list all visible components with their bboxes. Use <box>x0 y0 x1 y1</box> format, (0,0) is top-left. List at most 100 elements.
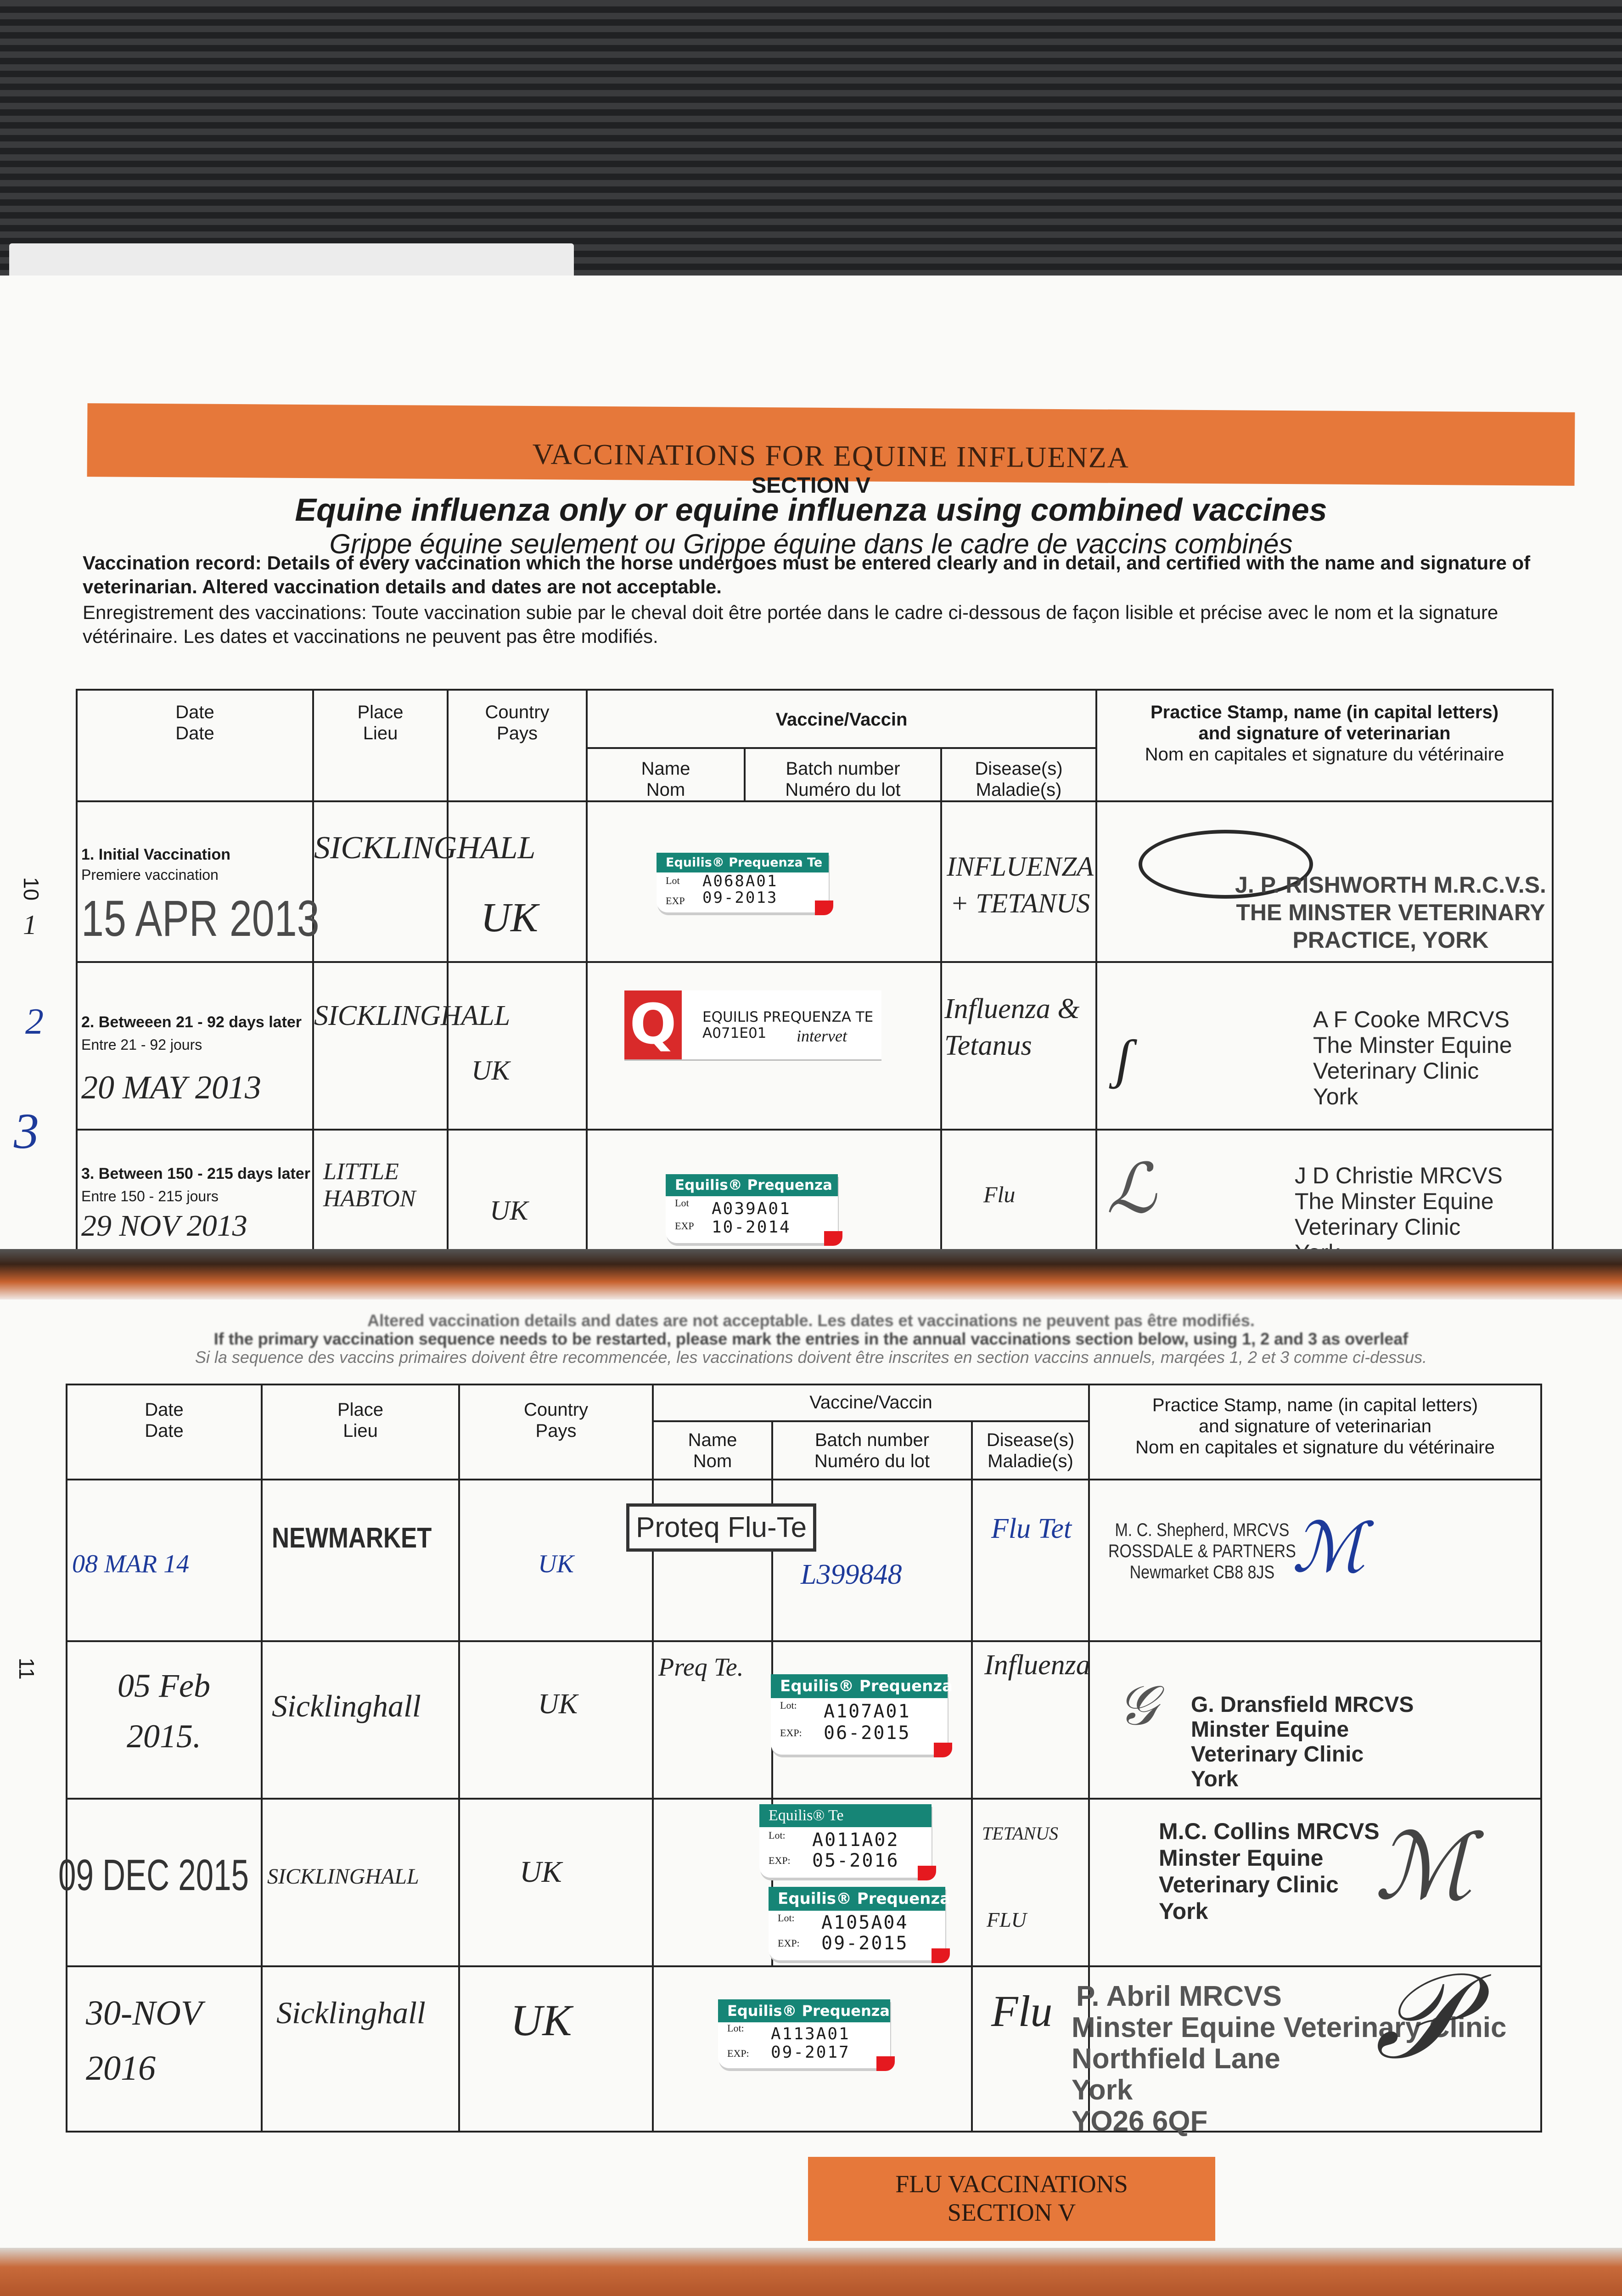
country-cell: UK <box>447 1129 588 1268</box>
date-value: 20 MAY 2013 <box>81 1069 262 1106</box>
country-cell: UK <box>447 961 588 1131</box>
vet-stamp: G. Dransfield MRCVS Minster Equine Veterin… <box>1191 1693 1414 1791</box>
disease-cell: Flu <box>971 1965 1090 2133</box>
country-cell: UK <box>458 1640 654 1800</box>
sticker-corner <box>815 900 833 915</box>
passport-tab <box>9 243 574 280</box>
header-place: Place Lieu <box>312 689 449 802</box>
practice-cell: ℒ J D Christie MRCVS The Minster Equine Ve… <box>1095 1129 1554 1268</box>
header-vaccine: Vaccine/Vaccin <box>652 1384 1090 1422</box>
country-cell: UK <box>447 800 588 963</box>
disease-value: Influenza & Tetanus <box>944 993 1080 1061</box>
vaccine-name-value: Preq Te. <box>658 1653 744 1682</box>
margin-mark: 3 <box>14 1103 39 1159</box>
banner-title: VACCINATIONS FOR EQUINE INFLUENZA <box>532 438 1130 474</box>
vaccine-sticker: Equilis® Prequenza Lot: EXP: A105A04 09-20… <box>769 1887 950 1963</box>
header-batch: Batch number Numéro du lot <box>744 747 942 802</box>
disease-cell: Influenza <box>971 1640 1090 1800</box>
vaccine-sticker-cell: Equilis® Prequenza Lot EXP A039A01 10-2014 <box>586 1129 942 1268</box>
row-label-fr: Premiere vaccination <box>81 867 219 883</box>
scan-background <box>0 0 1622 285</box>
page-number: 10 <box>19 877 43 901</box>
vet-stamp: M.C. Collins MRCVS Minster Equine Veterina… <box>1159 1818 1380 1924</box>
name-cell <box>652 1798 773 1967</box>
place-cell: Sicklinghall <box>261 1965 460 2133</box>
header-vaccine: Vaccine/Vaccin <box>585 689 1098 749</box>
date-cell: 08 MAR 14 <box>66 1479 263 1642</box>
header-place: Place Lieu <box>261 1384 460 1480</box>
instruction-line: Altered vaccination details and dates ar… <box>367 1311 1255 1330</box>
intro-french: Enregistrement des vaccinations: Toute v… <box>83 602 1499 647</box>
row-label: 3. Between 150 - 215 days later <box>81 1165 310 1182</box>
signature-scribble: ℳ <box>1375 1817 1473 1919</box>
country-cell: UK <box>458 1965 654 2133</box>
name-cell: Proteq Flu-Te <box>626 1479 817 1642</box>
table-row: 1. Initial Vaccination Premiere vaccinat… <box>76 800 1554 963</box>
sticker-corner <box>824 1231 842 1246</box>
page-fold <box>0 1249 1622 1300</box>
row-label: 1. Initial Vaccination <box>81 846 230 863</box>
date-stamp: 15 APR 2013 <box>81 890 320 947</box>
row-label: 2. Betweeen 21 - 92 days later <box>81 1013 302 1031</box>
practice-cell: M. C. Shepherd, MRCVS ROSSDALE & PARTNERS… <box>1088 1479 1542 1642</box>
disease-value: Flu <box>983 1182 1016 1207</box>
footer-section-box: FLU VACCINATIONS SECTION V <box>808 2157 1215 2241</box>
instruction-line: If the primary vaccination sequence need… <box>213 1329 1409 1348</box>
date-value: 29 NOV 2013 <box>81 1209 247 1243</box>
place-cell: SICKLINGHALL <box>312 800 535 963</box>
country-value: UK <box>511 1996 572 2045</box>
header-practice: Practice Stamp, name (in capital letters… <box>1088 1384 1542 1480</box>
signature-scribble: 𝒫 <box>1375 1951 1461 2083</box>
disease-value: Flu Tet <box>991 1513 1072 1544</box>
header-name: Name Nom <box>586 747 746 802</box>
date-stamp: 09 DEC 2015 <box>58 1851 249 1900</box>
place-value: SICKLINGHALL <box>267 1864 419 1889</box>
vaccine-sticker-cell: Equilis® Prequenza Lot: EXP: A113A01 09-20… <box>652 1965 973 2133</box>
disease-cell: Flu Tet <box>971 1479 1090 1642</box>
practice-cell: P. Abril MRCVS Minster Equine Veterinary … <box>1072 1951 1542 2137</box>
q-logo: Q <box>624 990 682 1059</box>
page-title: Equine influenza only or equine influenz… <box>295 492 1327 528</box>
primary-vaccination-table: Date Date Place Lieu Country Pays Vaccine/V… <box>76 689 1554 1268</box>
signature-scribble: ℒ <box>1106 1151 1156 1227</box>
page-subtitle: Grippe équine seulement ou Grippe équine… <box>329 529 1293 559</box>
vaccine-sticker: Equilis® Prequenza Lot EXP A039A01 10-2014 <box>666 1174 842 1246</box>
country-value: UK <box>520 1855 562 1889</box>
disease-value: INFLUENZA + TETANUS <box>946 851 1094 918</box>
place-value: Sicklinghall <box>272 1688 421 1723</box>
sticker-corner <box>932 1948 950 1963</box>
disease-cell: INFLUENZA + TETANUS <box>940 800 1098 963</box>
page-number: 11 <box>15 1658 39 1680</box>
country-value: UK <box>481 895 539 940</box>
practice-cell: 𝒢 G. Dransfield MRCVS Minster Equine Veter… <box>1088 1640 1542 1800</box>
country-cell: UK <box>458 1798 654 1967</box>
date-cell: 30-NOV 2016 <box>66 1965 263 2133</box>
place-cell: SICKLINGHALL <box>261 1798 460 1967</box>
batch-cell: L399848 <box>771 1479 973 1642</box>
header-disease: Disease(s) Maladie(s) <box>940 747 1098 802</box>
footer-title: FLU VACCINATIONS <box>895 2170 1128 2198</box>
place-cell: LITTLE HABTON <box>312 1129 449 1268</box>
vaccine-sticker: Equilis® Te Lot: EXP: A011A02 05-2016 <box>759 1804 936 1880</box>
header-date: Date Date <box>66 1384 263 1480</box>
disease-value: Influenza <box>984 1649 1090 1681</box>
row-label-fr: Entre 150 - 215 jours <box>81 1188 219 1204</box>
country-value: UK <box>538 1550 574 1578</box>
batch-cell: Equilis® Te Lot: EXP: A011A02 05-2016 Equi… <box>759 1798 973 1967</box>
country-cell: UK <box>458 1479 654 1642</box>
margin-mark: 2 <box>25 1002 44 1042</box>
vet-stamp: P. Abril MRCVS Minster Equine Veterinary … <box>1072 1981 1507 2137</box>
country-value: UK <box>538 1688 578 1720</box>
disease-cell: TETANUS FLU <box>971 1798 1090 1967</box>
vaccine-sticker: Equilis® Prequenza Lot: EXP: A113A01 09-20… <box>718 1999 895 2071</box>
disease-value: Flu <box>991 1986 1053 2036</box>
disease-cell: Influenza & Tetanus <box>940 961 1098 1131</box>
vaccine-sticker-cell: Q EQUILIS PREQUENZA TE A071E01 intervet <box>586 961 942 1131</box>
sticker-corner <box>934 1743 952 1757</box>
vaccine-sticker: Q EQUILIS PREQUENZA TE A071E01 intervet <box>624 990 881 1059</box>
place-cell: Sicklinghall <box>261 1640 460 1800</box>
vet-stamp: J D Christie MRCVS The Minster Equine Vete… <box>1295 1163 1503 1266</box>
header-disease: Disease(s) Maladie(s) <box>971 1420 1090 1480</box>
signature-scribble: 𝒢 <box>1117 1675 1157 1736</box>
vet-stamp: A F Cooke MRCVS The Minster Equine Veterin… <box>1313 1007 1512 1109</box>
